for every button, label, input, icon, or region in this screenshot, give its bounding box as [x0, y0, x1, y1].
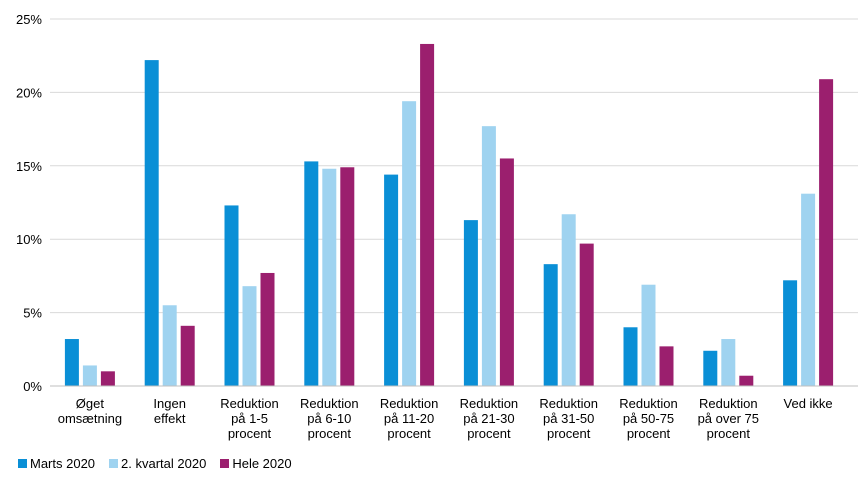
bar: [82, 365, 97, 386]
x-category-label-line: effekt: [154, 411, 186, 426]
bar: [322, 168, 337, 386]
x-category-label-line: på 11-20: [384, 411, 434, 426]
x-category-label: Reduktion på 31-50 procent: [539, 396, 598, 441]
x-category-label-line: Reduktion: [619, 396, 678, 411]
y-tick-label: 15%: [16, 159, 42, 174]
x-category-label-line: procent: [308, 426, 352, 441]
legend-item-hele-2020: Hele 2020: [220, 456, 292, 471]
bar: [162, 305, 177, 386]
bar: [703, 350, 718, 386]
bar: [819, 79, 834, 387]
bar: [739, 375, 754, 386]
bar: [384, 174, 399, 386]
legend-swatch-2-kvartal-2020: [109, 459, 119, 468]
x-category-label: Øget omsætning: [58, 396, 122, 426]
x-category-label: Ingen effekt: [153, 396, 186, 426]
x-category-label-line: Ved ikke: [784, 396, 833, 411]
x-category-label-line: procent: [627, 426, 671, 441]
y-tick-label: 25%: [16, 12, 42, 27]
x-category-label: Reduktion på over 75 procent: [698, 396, 759, 441]
bar: [481, 126, 496, 386]
x-category-label-line: procent: [228, 426, 272, 441]
x-category-label: Reduktion på 1-5 procent: [220, 396, 279, 441]
bar: [579, 243, 594, 386]
bar: [304, 161, 319, 386]
x-category-label: Reduktion på 21-30 procent: [460, 396, 519, 441]
legend-label-2-kvartal-2020: 2. kvartal 2020: [121, 456, 207, 471]
bar: [100, 371, 115, 386]
x-category-label-line: procent: [467, 426, 511, 441]
y-tick-label: 0%: [23, 379, 42, 394]
bar: [180, 325, 195, 386]
bar: [659, 346, 674, 386]
bar: [144, 60, 159, 386]
bar: [783, 280, 798, 386]
x-category-label: Ved ikke: [784, 396, 833, 411]
bar: [543, 264, 558, 386]
x-category-label-line: procent: [387, 426, 431, 441]
x-category-label-line: på 1-5: [231, 411, 268, 426]
legend-swatch-marts-2020: [18, 459, 27, 468]
bar: [242, 286, 257, 386]
y-tick-label: 20%: [16, 85, 42, 100]
bar: [561, 214, 576, 386]
x-category-label-line: på 21-30: [463, 411, 514, 426]
x-category-label-line: på 50-75: [623, 411, 674, 426]
legend-label-hele-2020: Hele 2020: [232, 456, 292, 471]
bar: [721, 339, 736, 386]
bar: [402, 101, 417, 386]
legend-label-marts-2020: Marts 2020: [30, 456, 96, 471]
legend-item-2-kvartal-2020: 2. kvartal 2020: [109, 456, 206, 471]
x-category-label-line: Reduktion: [539, 396, 598, 411]
x-category-label: Reduktion på 50-75 procent: [619, 396, 678, 441]
x-category-label-line: Reduktion: [699, 396, 758, 411]
y-tick-label: 5%: [23, 306, 42, 321]
x-category-label-line: Øget: [76, 396, 105, 411]
x-category-label-line: Reduktion: [300, 396, 359, 411]
x-category-label-line: på 31-50: [543, 411, 594, 426]
y-tick-label: 10%: [16, 232, 42, 247]
bar: [260, 272, 275, 386]
x-category-label-line: Ingen: [153, 396, 186, 411]
bar: [420, 43, 435, 387]
bar: [499, 158, 514, 386]
bar: [641, 284, 656, 386]
x-category-label-line: på 6-10: [307, 411, 351, 426]
bar: [801, 193, 816, 386]
x-category-label: Reduktion på 6-10 procent: [300, 396, 359, 441]
x-category-label-line: Reduktion: [380, 396, 439, 411]
x-category-label-line: på over 75: [698, 411, 759, 426]
legend-item-marts-2020: Marts 2020: [18, 456, 95, 471]
bar: [64, 339, 79, 386]
bar: [340, 167, 355, 386]
legend: Marts 2020 2. kvartal 2020 Hele 2020: [18, 456, 292, 471]
x-category-label-line: Reduktion: [220, 396, 279, 411]
bar: [224, 205, 239, 386]
legend-swatch-hele-2020: [220, 459, 230, 468]
bar: [623, 327, 638, 386]
x-category-label: Reduktion på 11-20 procent: [380, 396, 439, 441]
x-category-label-line: omsætning: [58, 411, 122, 426]
x-category-label-line: procent: [547, 426, 591, 441]
x-category-label-line: Reduktion: [460, 396, 519, 411]
bar: [463, 220, 478, 386]
x-category-label-line: procent: [707, 426, 751, 441]
